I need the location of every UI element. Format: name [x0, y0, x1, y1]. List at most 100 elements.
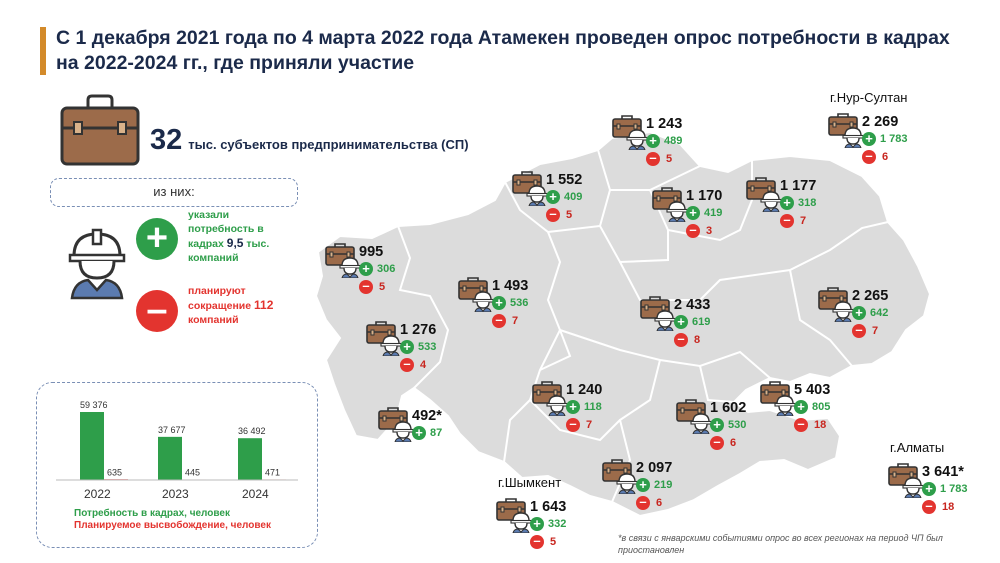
worker-helmet-icon	[690, 412, 712, 439]
region-need: 642	[870, 307, 889, 319]
city-name: г.Нур-Султан	[830, 90, 908, 105]
plus-icon: +	[686, 206, 700, 220]
region-need: 306	[377, 263, 396, 275]
region-need: 533	[418, 341, 437, 353]
chart-frame	[36, 382, 318, 548]
bar-need-2024	[238, 438, 262, 480]
minus-icon: –	[646, 151, 660, 166]
city-name: г.Шымкент	[498, 475, 562, 490]
worker-helmet-icon	[654, 309, 676, 336]
minus-icon: –	[636, 495, 650, 510]
minus-icon: –	[780, 213, 794, 228]
region-total: 1 177	[780, 178, 817, 194]
plus-icon: +	[136, 218, 178, 260]
region-cut: 7	[872, 325, 879, 337]
region-total: 3 641*	[922, 464, 964, 480]
worker-helmet-icon	[510, 511, 532, 538]
region-need: 619	[692, 316, 711, 328]
data-label-need-2022: 59 376	[80, 400, 108, 410]
region-need: 530	[728, 419, 747, 431]
plus-icon: +	[710, 418, 724, 432]
plus-icon: +	[674, 315, 688, 329]
worker-helmet-icon	[339, 256, 361, 283]
data-label-release-2022: 635	[107, 467, 122, 477]
region-total: 492*	[412, 408, 442, 424]
region-cut: 6	[882, 151, 889, 163]
plus-icon: +	[400, 340, 414, 354]
region-cut: 5	[566, 209, 573, 221]
minus-icon: –	[674, 332, 688, 347]
worker-helmet-icon	[392, 420, 414, 447]
region-need: 419	[704, 207, 723, 219]
minus-icon: –	[492, 313, 506, 328]
plus-icon: +	[412, 426, 426, 440]
region-need: 409	[564, 191, 583, 203]
minus-icon: –	[686, 223, 700, 238]
region-cut: 18	[942, 501, 955, 513]
plus-icon: +	[862, 132, 876, 146]
region-cut: 7	[512, 315, 519, 327]
minus-icon: –	[862, 149, 876, 164]
need-highlight: 9,5	[226, 236, 244, 250]
bar-need-2022	[80, 412, 104, 480]
worker-helmet-icon	[472, 290, 494, 317]
region-total: 1 170	[686, 188, 723, 204]
region-total: 2 433	[674, 297, 711, 313]
tick-label-2022: 2022	[84, 487, 111, 501]
plus-icon: +	[794, 400, 808, 414]
region-total: 1 552	[546, 172, 583, 188]
region-need: 118	[584, 401, 602, 413]
minus-icon: –	[359, 279, 373, 294]
region-cut: 5	[550, 536, 557, 548]
total-number: 32	[150, 124, 183, 156]
region-cut: 7	[586, 419, 593, 431]
region-need: 489	[664, 135, 683, 147]
region-total: 1 276	[400, 322, 437, 338]
data-label-release-2023: 445	[185, 467, 200, 477]
region-need: 805	[812, 401, 831, 413]
region-cut: 4	[420, 359, 427, 371]
worker-helmet-icon	[832, 300, 854, 327]
region-total: 1 643	[530, 499, 567, 515]
worker-helmet-icon	[616, 472, 638, 499]
region-need: 87	[430, 427, 443, 439]
legend-release: Планируемое высвобождение, человек	[74, 520, 271, 531]
plus-icon: +	[852, 306, 866, 320]
minus-icon: –	[136, 290, 178, 332]
tick-label-2023: 2023	[162, 487, 189, 501]
region-need: 1 783	[880, 133, 908, 145]
region-need: 1 783	[940, 483, 968, 495]
region-total: 5 403	[794, 382, 831, 398]
bar-chart: 59 376 635 2022 37 677 445 2023 36 492 471 2024	[56, 400, 298, 501]
plus-icon: +	[546, 190, 560, 204]
tick-label-2024: 2024	[242, 487, 269, 501]
page-title: С 1 декабря 2021 года по 4 марта 2022 го…	[56, 27, 950, 74]
plus-icon: +	[359, 262, 373, 276]
region-total: 1 240	[566, 382, 603, 398]
region-cut: 5	[666, 153, 673, 165]
minus-icon: –	[710, 435, 724, 450]
minus-icon: –	[566, 417, 580, 432]
worker-helmet-icon	[546, 394, 568, 421]
worker-helmet-icon	[842, 126, 864, 153]
footnote: *в связи с январскими событиями опрос во…	[618, 533, 943, 555]
region-cut: 6	[656, 497, 663, 509]
worker-helmet-icon	[760, 190, 782, 217]
title-accent-bar	[40, 27, 46, 75]
cut-highlight: 112	[254, 298, 274, 312]
worker-helmet-icon	[380, 334, 402, 361]
plus-icon: +	[566, 400, 580, 414]
data-label-need-2024: 36 492	[238, 426, 266, 436]
legend-need: Потребность в кадрах, человек	[74, 508, 230, 519]
region-cut: 6	[730, 437, 737, 449]
worker-helmet-icon	[666, 200, 688, 227]
plus-icon: +	[492, 296, 506, 310]
briefcase-icon	[60, 94, 140, 166]
data-label-release-2024: 471	[265, 467, 280, 477]
region-total: 2 269	[862, 114, 899, 130]
minus-icon: –	[852, 323, 866, 338]
worker-helmet-icon	[68, 228, 126, 300]
minus-icon: –	[400, 357, 414, 372]
of-which-label: из них:	[50, 178, 298, 207]
region-cut: 5	[379, 281, 386, 293]
